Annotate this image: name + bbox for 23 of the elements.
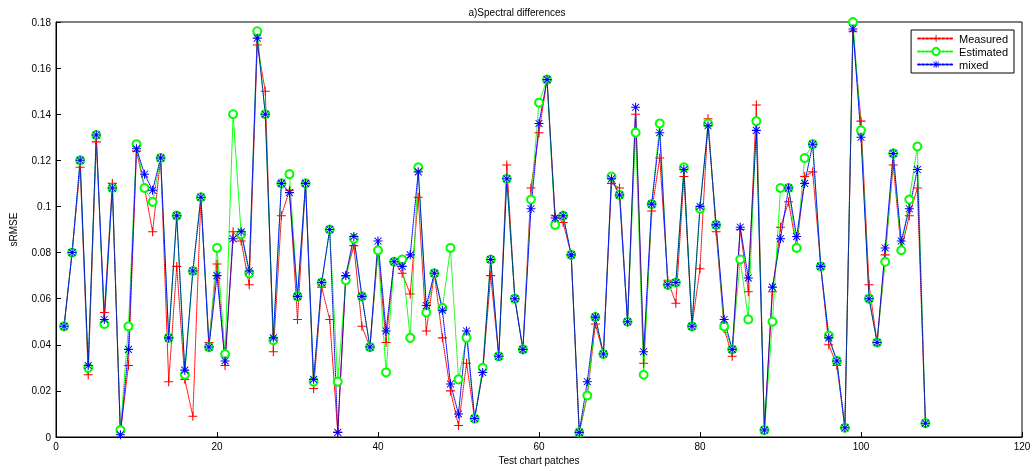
y-tick-label: 0.02	[31, 385, 52, 397]
y-tick-label: 0.14	[31, 108, 52, 120]
y-tick-label: 0.16	[31, 62, 52, 74]
legend-label: mixed	[959, 58, 989, 71]
y-tick-label: 0.12	[31, 154, 52, 166]
y-tick-label: 0.08	[31, 247, 52, 259]
y-tick-label: 0	[45, 431, 52, 443]
x-tick-label: 0	[53, 440, 60, 452]
legend-label: Measured	[959, 32, 1009, 45]
x-tick-label: 40	[372, 440, 384, 452]
y-axis-title: sRMSE	[7, 212, 19, 247]
x-tick-label: 20	[211, 440, 223, 452]
x-tick-label: 120	[1013, 440, 1031, 452]
x-axis-title: Test chart patches	[498, 455, 580, 467]
chart-title: a)Spectral differences	[468, 6, 566, 18]
legend-label: Estimated	[959, 45, 1009, 58]
y-tick-label: 0.04	[31, 339, 52, 351]
y-tick-label: 0.06	[31, 293, 52, 305]
x-tick-label: 80	[694, 440, 706, 452]
x-tick-label: 60	[533, 440, 545, 452]
y-tick-label: 0.18	[31, 16, 52, 28]
x-tick-label: 100	[852, 440, 870, 452]
y-tick-label: 0.1	[37, 200, 52, 212]
